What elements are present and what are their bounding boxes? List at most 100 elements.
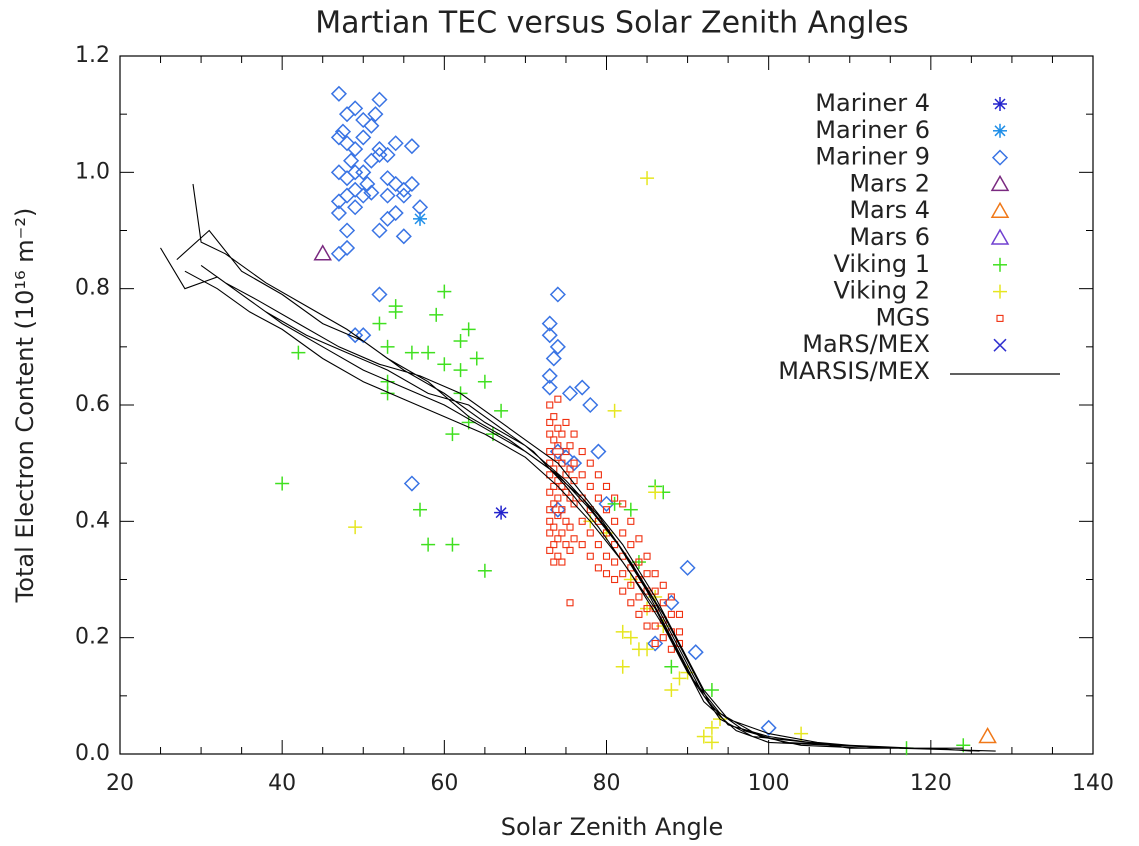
marker-shape: [343, 152, 360, 169]
legend-label: Mars 2: [849, 169, 930, 197]
marker-shape: [586, 482, 594, 490]
marker-shape: [667, 645, 675, 653]
point: [372, 316, 387, 331]
point: [387, 135, 404, 152]
point: [578, 471, 586, 479]
marker-shape: [566, 546, 574, 554]
point: [494, 403, 509, 418]
marker-shape: [667, 593, 675, 601]
point: [355, 111, 372, 129]
marker-shape: [355, 187, 372, 204]
point: [679, 559, 696, 576]
point: [643, 552, 651, 560]
marker-shape: [403, 475, 420, 492]
marker-shape: [570, 500, 578, 508]
point: [578, 541, 586, 549]
marker-shape: [996, 314, 1004, 322]
marker-shape: [582, 396, 599, 414]
point: [627, 599, 635, 607]
marker-shape: [594, 471, 602, 479]
point: [643, 605, 651, 613]
y-tick-label: 1.0: [75, 159, 110, 184]
marker-shape: [558, 506, 566, 514]
point: [546, 529, 554, 537]
point: [996, 314, 1004, 322]
marker-shape: [541, 315, 558, 332]
marker-shape: [338, 106, 356, 123]
marker-shape: [545, 350, 562, 367]
marker-shape: [566, 442, 574, 450]
point: [541, 367, 558, 384]
point: [411, 199, 429, 216]
point: [355, 187, 372, 204]
marker-shape: [546, 401, 554, 409]
marker-shape: [395, 228, 412, 245]
marker-shape: [379, 210, 396, 227]
point: [313, 244, 333, 261]
point: [611, 558, 619, 566]
point: [546, 488, 554, 496]
y-tick-label: 0.8: [75, 276, 110, 301]
marker-shape: [602, 570, 611, 578]
point: [355, 129, 372, 146]
point: [347, 181, 364, 198]
point: [643, 622, 651, 630]
marker-shape: [635, 558, 643, 566]
point: [696, 729, 711, 744]
point: [421, 345, 436, 360]
point: [611, 494, 619, 502]
marker-shape: [562, 541, 570, 549]
marker-shape: [355, 164, 372, 181]
point: [554, 552, 562, 560]
marker-shape: [990, 174, 1010, 192]
marker-shape: [330, 204, 347, 222]
point: [348, 520, 363, 535]
marker-shape: [687, 644, 704, 661]
point: [562, 471, 570, 479]
point: [562, 541, 570, 549]
marker-shape: [554, 453, 562, 461]
x-tick-label: 60: [430, 771, 458, 796]
point: [554, 424, 562, 432]
point: [541, 315, 558, 332]
point: [615, 659, 630, 674]
marker-shape: [550, 500, 558, 508]
legend-label: Mariner 9: [815, 143, 930, 171]
marker-stroke: [994, 98, 1006, 110]
point: [388, 304, 403, 319]
point: [403, 475, 420, 492]
point: [330, 85, 347, 102]
point: [659, 599, 667, 607]
marker-stroke: [993, 338, 1007, 352]
marker-shape: [387, 175, 404, 193]
marker-shape: [619, 500, 627, 508]
marker-shape: [627, 517, 635, 525]
marker-shape: [541, 379, 558, 396]
point: [371, 141, 388, 158]
point: [453, 363, 468, 378]
point: [347, 199, 364, 216]
point: [570, 500, 578, 508]
point: [627, 517, 635, 525]
point: [546, 447, 554, 456]
point: [550, 436, 558, 444]
marker-shape: [570, 430, 578, 438]
marker-shape: [355, 129, 372, 146]
point: [546, 401, 554, 409]
marker-shape: [347, 164, 364, 181]
marker-shape: [541, 327, 558, 344]
marker-shape: [554, 494, 562, 502]
point: [643, 570, 651, 578]
point: [429, 307, 444, 322]
marker-shape: [594, 494, 602, 502]
marker-shape: [562, 517, 570, 525]
legend-label: MaRS/MEX: [802, 330, 930, 358]
legend-label: Mars 4: [849, 196, 930, 224]
point: [687, 644, 704, 661]
marker-shape: [667, 610, 675, 618]
point: [558, 506, 566, 514]
marker-shape: [546, 529, 554, 537]
point: [343, 152, 360, 169]
marker-shape: [611, 575, 619, 584]
point: [635, 610, 643, 618]
